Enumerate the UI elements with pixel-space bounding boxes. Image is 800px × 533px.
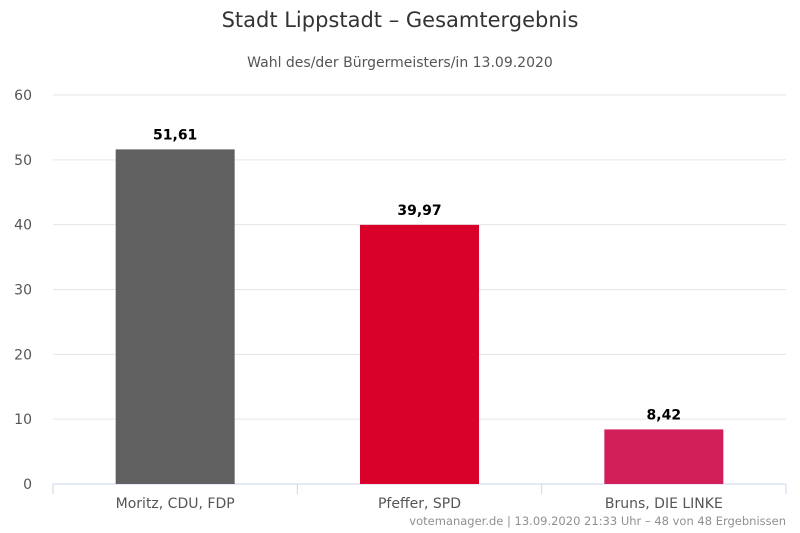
- x-tick-label: Moritz, CDU, FDP: [116, 496, 235, 512]
- x-tick-label: Bruns, DIE LINKE: [605, 496, 723, 512]
- chart-subtitle: Wahl des/der Bürgermeisters/in 13.09.202…: [247, 55, 553, 71]
- bar: [360, 224, 479, 485]
- y-tick-label: 20: [14, 347, 32, 363]
- bar: [604, 429, 724, 484]
- credits[interactable]: votemanager.de | 13.09.2020 21:33 Uhr – …: [409, 514, 786, 528]
- y-tick-label: 10: [14, 412, 32, 428]
- data-label: 39,97: [397, 203, 441, 219]
- y-tick-label: 40: [14, 218, 32, 234]
- y-tick-label: 0: [23, 477, 32, 493]
- y-tick-label: 60: [14, 88, 32, 104]
- y-tick-label: 50: [14, 153, 32, 169]
- y-tick-label: 30: [14, 283, 32, 299]
- x-tick-label: Pfeffer, SPD: [378, 496, 461, 512]
- data-label: 51,61: [153, 127, 197, 143]
- chart-title: Stadt Lippstadt – Gesamtergebnis: [221, 8, 579, 32]
- bar: [115, 149, 235, 484]
- data-label: 8,42: [647, 407, 682, 423]
